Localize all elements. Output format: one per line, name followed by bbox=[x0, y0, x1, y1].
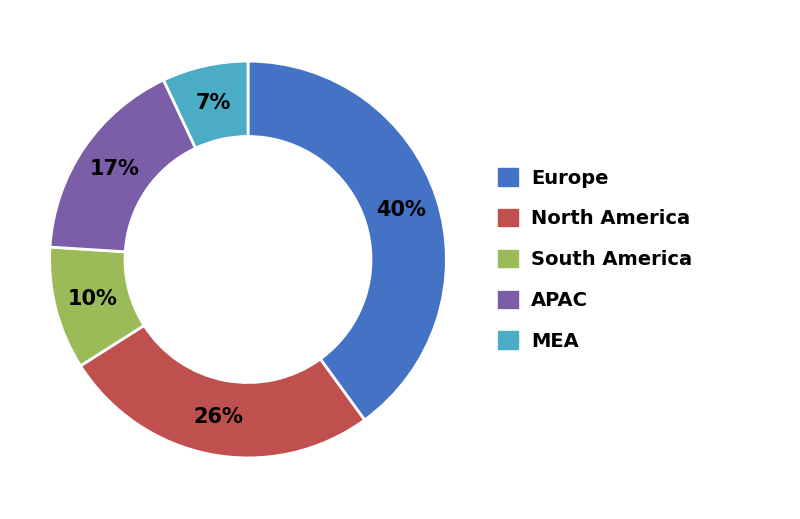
Wedge shape bbox=[50, 247, 144, 366]
Wedge shape bbox=[50, 80, 196, 252]
Text: 17%: 17% bbox=[90, 159, 140, 179]
Text: 26%: 26% bbox=[193, 407, 243, 427]
Text: 40%: 40% bbox=[376, 200, 426, 220]
Wedge shape bbox=[248, 61, 446, 420]
Text: 10%: 10% bbox=[67, 290, 118, 309]
Text: 7%: 7% bbox=[195, 93, 230, 113]
Wedge shape bbox=[163, 61, 248, 148]
Legend: Europe, North America, South America, APAC, MEA: Europe, North America, South America, AP… bbox=[490, 160, 700, 359]
Wedge shape bbox=[81, 325, 365, 458]
